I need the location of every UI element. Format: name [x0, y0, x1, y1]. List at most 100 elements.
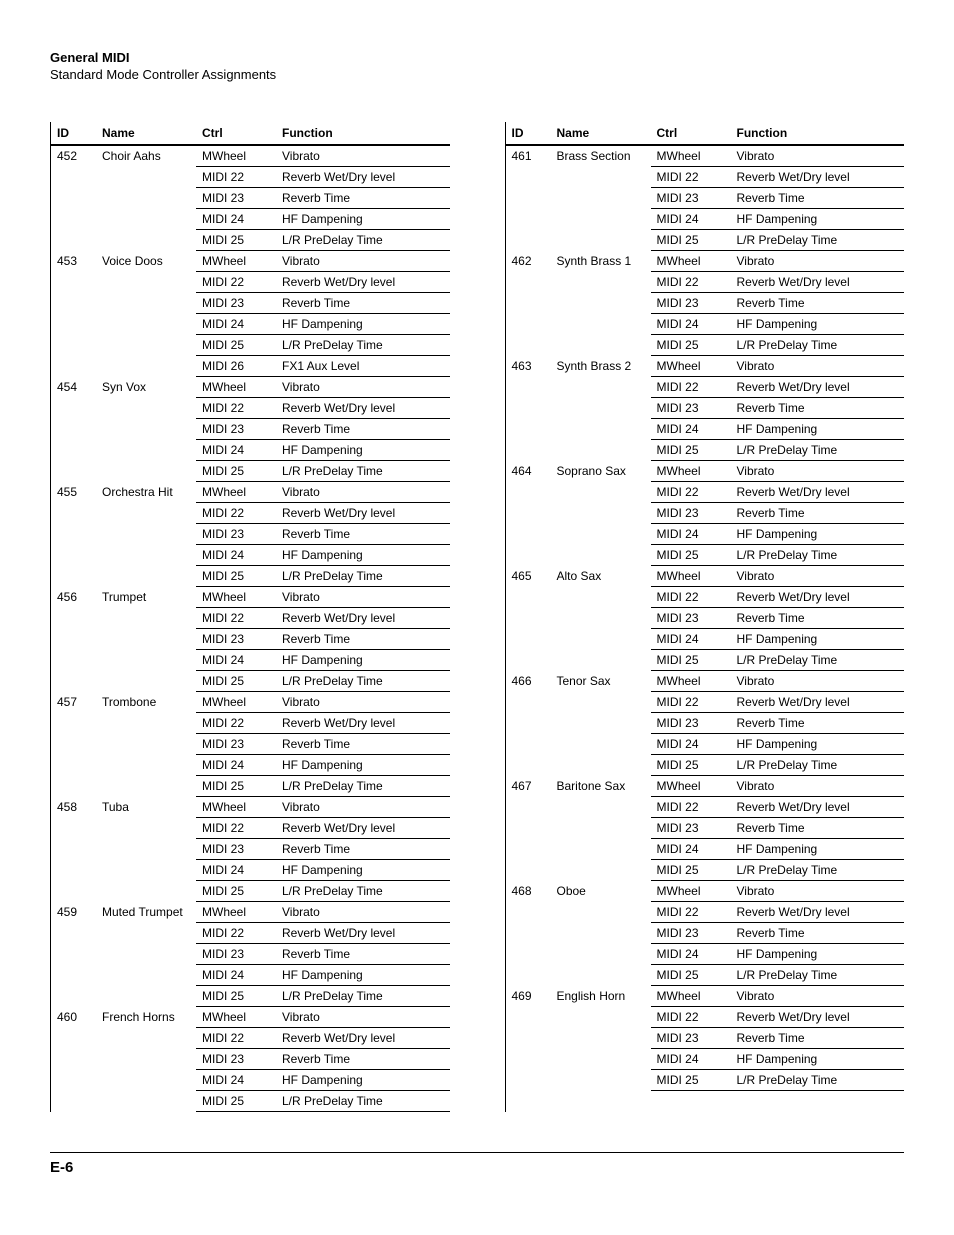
cell-ctrl: MIDI 23: [651, 608, 731, 629]
cell-name: Oboe: [551, 881, 651, 902]
cell-id: 468: [506, 881, 551, 902]
cell-ctrl: MIDI 25: [196, 461, 276, 482]
cell-id: [51, 713, 96, 734]
cell-name: [96, 608, 196, 629]
cell-id: [51, 1028, 96, 1049]
table-row: MIDI 24HF Dampening: [51, 755, 450, 776]
table-row: MIDI 25L/R PreDelay Time: [506, 1070, 905, 1091]
cell-name: Syn Vox: [96, 377, 196, 398]
cell-ctrl: MIDI 22: [196, 272, 276, 293]
cell-ctrl: MIDI 22: [651, 692, 731, 713]
col-head-name: Name: [96, 122, 196, 145]
cell-ctrl: MIDI 25: [651, 230, 731, 251]
cell-function: Reverb Wet/Dry level: [276, 398, 450, 419]
cell-function: Reverb Wet/Dry level: [731, 1007, 905, 1028]
cell-id: [51, 230, 96, 251]
cell-id: 465: [506, 566, 551, 587]
cell-name: [551, 419, 651, 440]
cell-name: [96, 776, 196, 797]
table-row: MIDI 22Reverb Wet/Dry level: [506, 482, 905, 503]
cell-ctrl: MIDI 24: [651, 944, 731, 965]
cell-function: Reverb Wet/Dry level: [276, 923, 450, 944]
table-row: MIDI 22Reverb Wet/Dry level: [51, 167, 450, 188]
cell-id: 461: [506, 145, 551, 167]
table-row: 469English HornMWheelVibrato: [506, 986, 905, 1007]
cell-name: Voice Doos: [96, 251, 196, 272]
cell-id: [506, 1070, 551, 1091]
cell-name: [551, 167, 651, 188]
cell-id: [506, 503, 551, 524]
cell-name: [96, 566, 196, 587]
table-row: MIDI 25L/R PreDelay Time: [51, 335, 450, 356]
cell-ctrl: MIDI 25: [196, 335, 276, 356]
cell-ctrl: MIDI 24: [651, 839, 731, 860]
cell-name: [551, 440, 651, 461]
cell-id: 459: [51, 902, 96, 923]
cell-function: L/R PreDelay Time: [276, 776, 450, 797]
table-row: MIDI 25L/R PreDelay Time: [506, 860, 905, 881]
cell-name: [96, 734, 196, 755]
cell-id: 464: [506, 461, 551, 482]
cell-id: [51, 524, 96, 545]
cell-name: [96, 230, 196, 251]
cell-name: [96, 461, 196, 482]
cell-id: [51, 356, 96, 377]
col-head-name: Name: [551, 122, 651, 145]
table-row: MIDI 24HF Dampening: [506, 629, 905, 650]
cell-ctrl: MIDI 22: [651, 272, 731, 293]
cell-id: 460: [51, 1007, 96, 1028]
cell-ctrl: MWheel: [196, 251, 276, 272]
cell-function: Vibrato: [276, 692, 450, 713]
cell-name: Soprano Sax: [551, 461, 651, 482]
cell-ctrl: MWheel: [651, 881, 731, 902]
cell-id: 455: [51, 482, 96, 503]
table-row: 458TubaMWheelVibrato: [51, 797, 450, 818]
table-row: MIDI 25L/R PreDelay Time: [506, 440, 905, 461]
cell-function: Vibrato: [731, 145, 905, 167]
cell-id: [506, 335, 551, 356]
cell-id: [51, 608, 96, 629]
cell-function: Vibrato: [731, 986, 905, 1007]
cell-function: HF Dampening: [276, 440, 450, 461]
cell-function: HF Dampening: [276, 860, 450, 881]
table-row: MIDI 23Reverb Time: [506, 713, 905, 734]
table-row: MIDI 24HF Dampening: [51, 545, 450, 566]
cell-function: FX1 Aux Level: [276, 356, 450, 377]
cell-name: Synth Brass 2: [551, 356, 651, 377]
cell-id: [51, 734, 96, 755]
cell-id: [51, 398, 96, 419]
cell-function: Vibrato: [276, 251, 450, 272]
cell-ctrl: MIDI 25: [196, 881, 276, 902]
cell-id: [51, 776, 96, 797]
cell-ctrl: MIDI 24: [651, 629, 731, 650]
cell-id: [51, 566, 96, 587]
table-row: MIDI 22Reverb Wet/Dry level: [51, 608, 450, 629]
cell-ctrl: MIDI 24: [651, 419, 731, 440]
table-row: MIDI 23Reverb Time: [506, 923, 905, 944]
cell-function: HF Dampening: [731, 524, 905, 545]
cell-id: [506, 839, 551, 860]
table-row: MIDI 22Reverb Wet/Dry level: [51, 923, 450, 944]
cell-id: [51, 1070, 96, 1091]
cell-ctrl: MIDI 23: [196, 524, 276, 545]
table-row: 467Baritone SaxMWheelVibrato: [506, 776, 905, 797]
cell-ctrl: MWheel: [196, 1007, 276, 1028]
cell-ctrl: MIDI 23: [651, 818, 731, 839]
table-row: MIDI 25L/R PreDelay Time: [51, 881, 450, 902]
cell-name: [96, 1028, 196, 1049]
table-row: MIDI 24HF Dampening: [51, 650, 450, 671]
cell-name: [96, 839, 196, 860]
cell-id: [506, 734, 551, 755]
cell-ctrl: MIDI 22: [651, 797, 731, 818]
cell-id: [506, 398, 551, 419]
cell-name: Baritone Sax: [551, 776, 651, 797]
cell-name: Alto Sax: [551, 566, 651, 587]
cell-id: [51, 419, 96, 440]
cell-ctrl: MWheel: [196, 482, 276, 503]
cell-function: Vibrato: [276, 1007, 450, 1028]
cell-ctrl: MIDI 23: [196, 944, 276, 965]
cell-name: [551, 1049, 651, 1070]
cell-id: [51, 650, 96, 671]
cell-name: Tuba: [96, 797, 196, 818]
cell-id: 463: [506, 356, 551, 377]
